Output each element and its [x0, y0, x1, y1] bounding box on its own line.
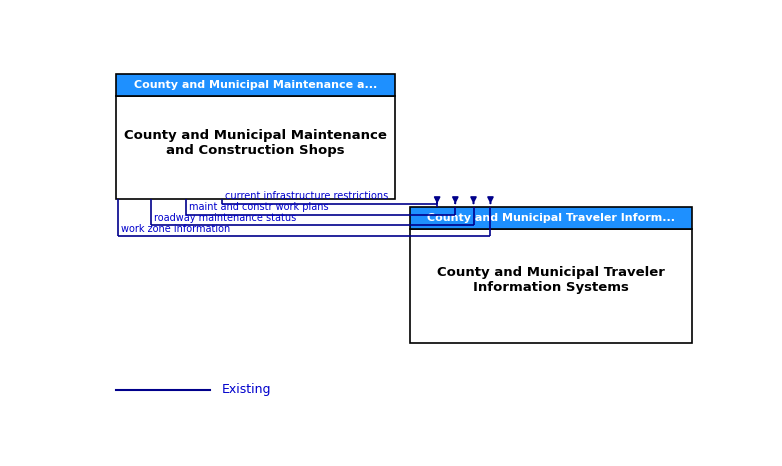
Bar [410, 206, 692, 229]
Bar [116, 74, 395, 96]
Text: County and Municipal Maintenance
and Construction Shops: County and Municipal Maintenance and Con… [124, 129, 387, 157]
Text: County and Municipal Traveler
Information Systems: County and Municipal Traveler Informatio… [437, 266, 665, 294]
Text: current infrastructure restrictions: current infrastructure restrictions [225, 191, 389, 201]
Text: work zone information: work zone information [120, 224, 230, 233]
Text: County and Municipal Maintenance a...: County and Municipal Maintenance a... [134, 80, 377, 90]
Bar [116, 96, 395, 199]
Text: roadway maintenance status: roadway maintenance status [154, 213, 296, 223]
Text: maint and constr work plans: maint and constr work plans [188, 202, 328, 212]
Text: County and Municipal Traveler Inform...: County and Municipal Traveler Inform... [427, 213, 675, 223]
Bar [410, 229, 692, 343]
Text: Existing: Existing [222, 383, 271, 396]
